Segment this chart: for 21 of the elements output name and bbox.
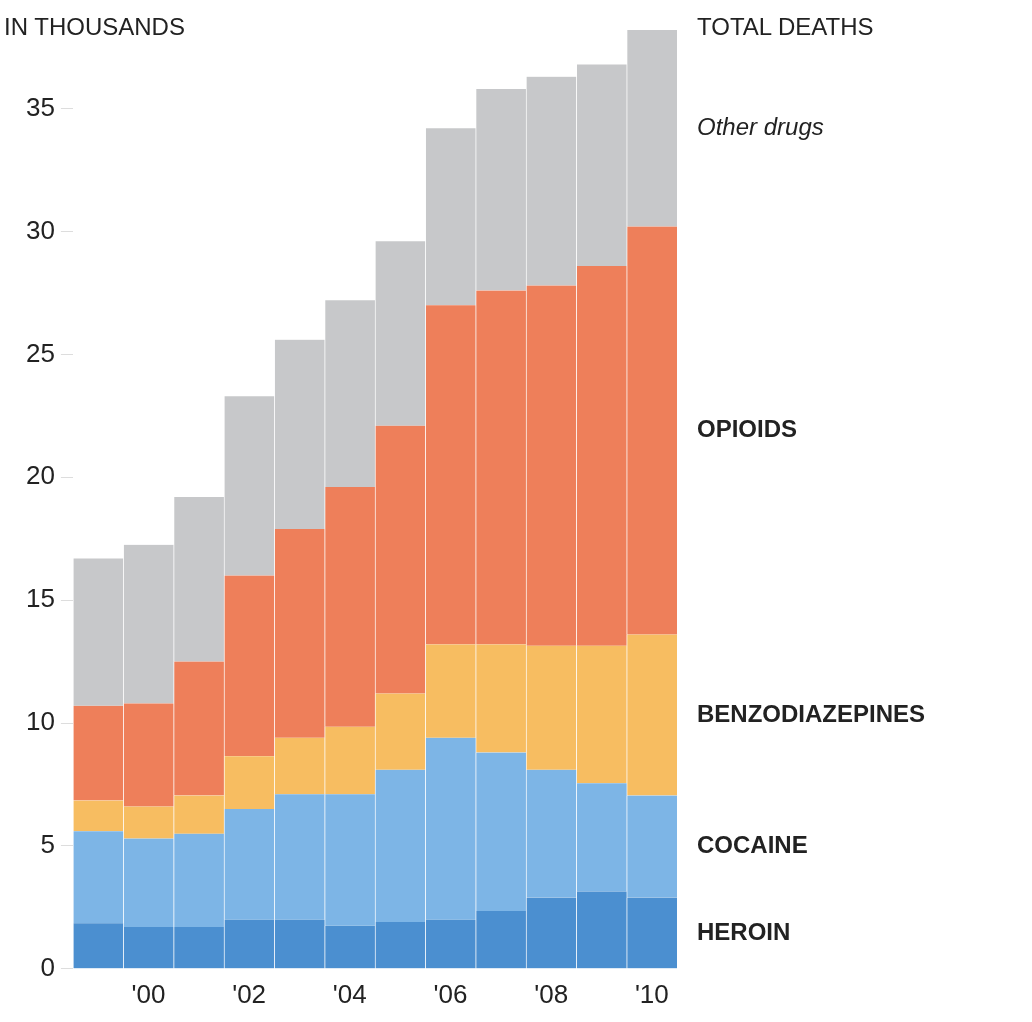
x-tick-label: '02 (232, 978, 267, 1009)
text: TOTAL DEATHS (697, 12, 874, 40)
series-label: HEROIN (697, 917, 791, 945)
x-tick-label: '10 (634, 978, 669, 1009)
y-tick-label: 15 (26, 583, 55, 614)
y-tick-label: 0 (40, 951, 55, 982)
x-tick-label: '08 (534, 978, 569, 1009)
series-label: OPIOIDS (697, 415, 798, 443)
y-tick-label: 20 (26, 460, 55, 491)
y-tick-label: 25 (26, 337, 55, 368)
x-tick-label: '04 (332, 978, 367, 1009)
y-tick-label: 10 (26, 706, 55, 737)
series-label: COCAINE (697, 831, 808, 859)
y-tick-label: 30 (26, 214, 55, 245)
y-tick-label: 35 (26, 91, 55, 122)
x-tick-label: '06 (433, 978, 468, 1009)
x-tick-label: '00 (131, 978, 166, 1009)
y-tick-label: 5 (40, 829, 55, 860)
series-label: BENZODIAZEPINES (697, 699, 926, 727)
series-label: Other drugs (697, 112, 824, 140)
y-axis-title: IN THOUSANDS (4, 12, 185, 40)
